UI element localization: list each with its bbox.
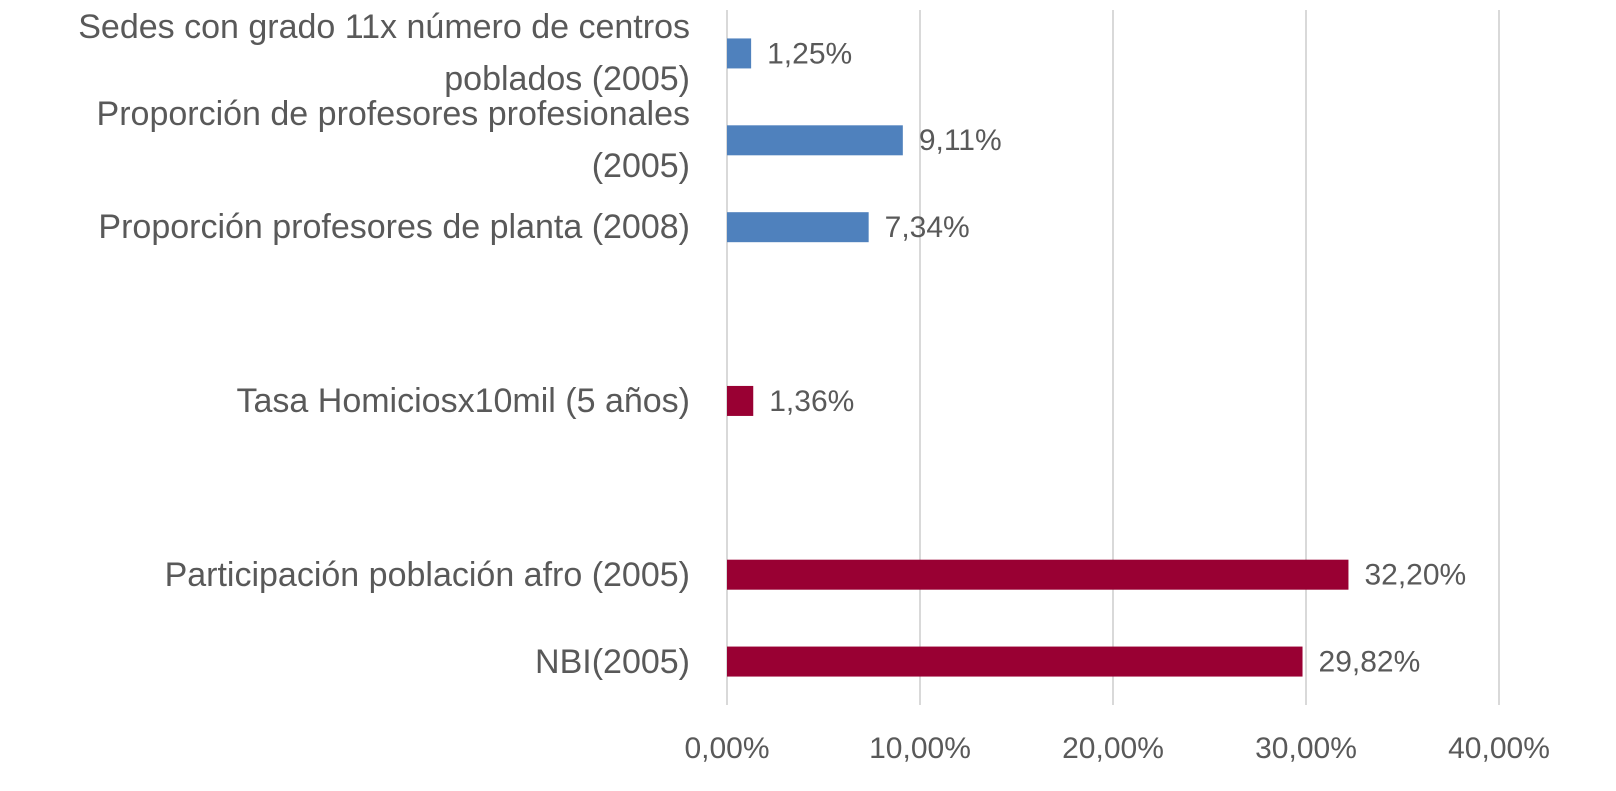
bar	[727, 125, 903, 156]
y-tick-label: Tasa Homiciosx10mil (5 años)	[236, 381, 691, 420]
x-tick-label: 10,00%	[869, 732, 971, 765]
y-tick-label: Proporción de profesores profesionales (…	[96, 95, 690, 186]
bar	[727, 559, 1349, 590]
x-tick-label: 0,00%	[684, 732, 769, 765]
y-tick-label: Sedes con grado 11x número de centros po…	[78, 8, 690, 99]
bar	[727, 385, 754, 416]
data-label: 9,11%	[919, 124, 1002, 157]
bar	[727, 646, 1303, 677]
bar	[727, 38, 752, 69]
y-tick-label: NBI(2005)	[535, 642, 690, 681]
data-label: 1,36%	[769, 385, 854, 418]
x-tick-label: 40,00%	[1448, 732, 1550, 765]
y-tick-label: Proporción profesores de planta (2008)	[98, 208, 690, 247]
data-label: 7,34%	[885, 211, 970, 244]
x-tick-label: 30,00%	[1255, 732, 1357, 765]
data-label: 29,82%	[1319, 645, 1421, 678]
y-tick-label: Participación población afro (2005)	[164, 555, 690, 594]
data-label: 1,25%	[767, 37, 852, 70]
data-label: 32,20%	[1364, 559, 1466, 592]
bar	[727, 212, 869, 243]
x-tick-label: 20,00%	[1062, 732, 1164, 765]
